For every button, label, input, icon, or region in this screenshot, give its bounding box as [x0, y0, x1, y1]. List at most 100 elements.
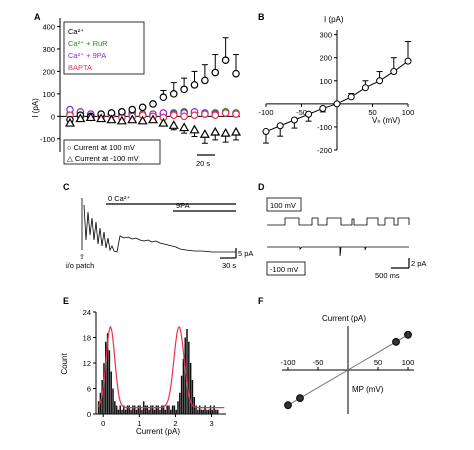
panel-b-point — [305, 110, 313, 118]
panel-c-zero-ca-label: 0 Ca²⁺ — [108, 194, 130, 203]
panel-c-arrow-icon: ⇧ — [79, 253, 85, 261]
panel-f-x-tick-label: 50 — [374, 358, 382, 367]
panel-c-scale-x-label: 30 s — [222, 261, 236, 270]
panel-e-hist-bar — [197, 409, 199, 414]
panel-b-marks — [262, 41, 412, 144]
panel-e-hist-bar — [124, 409, 127, 414]
panel-b-x-tick-label: 50 — [368, 108, 376, 117]
panel-e-hist-bar — [97, 401, 100, 414]
panel-f-point — [284, 401, 292, 410]
panel-e-hist-bar — [126, 405, 129, 414]
panel-e-hist-bar — [115, 405, 118, 414]
panel-a-point-circle — [190, 81, 199, 89]
panel-e-hist-bar — [130, 409, 132, 414]
panel-b-xlabel: Vₕ (mV) — [372, 116, 400, 125]
panel-e-y-tick-label: 12 — [83, 359, 91, 368]
panel-e-hist-bar — [200, 409, 203, 414]
panel-e-hist-bar — [213, 405, 215, 414]
panel-b-y-tick-label: 300 — [319, 31, 332, 40]
panel-e-hist-bar — [170, 409, 172, 414]
panel-e-hist-bar — [105, 341, 107, 414]
panel-e-hist-bar — [128, 405, 131, 414]
panel-e-hist-bar — [137, 405, 140, 414]
panel-e-hist-bar — [155, 405, 158, 414]
panel-e-hist-bar — [106, 333, 109, 414]
panel-b-letter: B — [258, 12, 265, 22]
legend-ca-rur: Ca²⁺ + RuR — [68, 39, 108, 48]
panel-e-ylabel: Count — [60, 353, 69, 375]
panel-e-hist-bar — [179, 392, 181, 414]
panel-a-point-triangle — [85, 112, 96, 122]
panel-a-y-tick-label: 200 — [42, 67, 55, 76]
panel-a-point-triangle — [199, 129, 210, 138]
panel-f-xlabel: MP (mV) — [352, 385, 384, 394]
panel-e-hist-bar — [188, 341, 190, 414]
panel-e-hist-bar — [157, 405, 159, 414]
panel-b-ylabel: I (pA) — [324, 15, 344, 24]
panel-e-hist-bar — [180, 375, 183, 414]
panel-f-point — [404, 330, 412, 339]
panel-e-hist-bar — [132, 405, 134, 414]
panel-e-hist-bar — [103, 363, 105, 414]
panel-a-point-triangle — [220, 127, 231, 137]
panel-f: F Current (pA) MP (mV) -100 -50 50 100 — [258, 296, 414, 414]
panel-a-point-triangle — [179, 122, 190, 132]
panel-a-point-circle — [118, 108, 126, 116]
panel-e-hist-bar — [166, 405, 168, 414]
panel-e-hist-bar — [209, 405, 212, 414]
panel-a-point-circle — [180, 112, 188, 121]
panel-d: D 100 mV -100 mV 2 pA 500 ms — [258, 182, 426, 280]
panel-a-y-tick-label: -100 — [40, 135, 55, 144]
panel-b-point — [319, 104, 327, 112]
panel-a-point-triangle — [168, 120, 179, 129]
panel-e-hist-bar — [110, 371, 112, 414]
panel-e-fit-curve — [97, 325, 225, 409]
panel-b-point — [290, 116, 298, 124]
panel-e-hist-bar — [173, 405, 176, 414]
panel-e-hist-bar — [164, 409, 167, 414]
panel-d-scale-y-label: 2 pA — [411, 259, 426, 268]
panel-e-hist-bar — [177, 401, 179, 414]
panel-a-y-tick-label: 0 — [51, 112, 55, 121]
legend-ca: Ca²⁺ — [68, 27, 84, 36]
panel-e-hist-bar — [121, 409, 123, 414]
panel-b-ticks: -100 -50 50 100 -200 -100 100 200 300 — [258, 31, 414, 155]
panel-e-hist-bar — [153, 409, 156, 414]
panel-b-point — [333, 100, 341, 108]
panel-e-hist-bar — [146, 405, 149, 414]
panel-d-trace-100mv — [267, 217, 410, 226]
panel-a-y-tick-label: 400 — [42, 22, 55, 31]
panel-a-point-triangle — [106, 114, 117, 124]
panel-d-100mv-label: 100 mV — [270, 201, 296, 210]
panel-f-fit-line — [284, 332, 412, 408]
panel-a-legend-box — [63, 21, 145, 75]
panel-a-letter: A — [34, 12, 41, 22]
panel-e-xlabel: Current (pA) — [136, 427, 180, 436]
panel-e-hist-bar — [193, 397, 196, 414]
panel-c-9pa-label: 9PA — [176, 201, 190, 210]
panel-e-y-tick-label: 0 — [87, 410, 91, 419]
panel-d-trace-m100mv — [267, 246, 409, 257]
panel-b-y-tick-label: 100 — [319, 77, 332, 86]
panel-e-hist-bar — [191, 380, 194, 414]
panel-a-marks — [64, 37, 242, 144]
panel-e-letter: E — [63, 296, 69, 306]
panel-d-m100mv-label: -100 mV — [270, 265, 298, 274]
panel-e-hist-bar — [108, 350, 111, 414]
panel-e-hist-bar — [162, 405, 165, 414]
panel-a: A I (pA) -100 0 100 200 300 400 Ca²⁺ Ca²⁺ + R… — [31, 12, 242, 168]
panel-b-y-tick-label: -100 — [317, 123, 332, 132]
panel-e-hist-bar — [168, 405, 170, 414]
panel-f-x-tick-label: -50 — [313, 358, 324, 367]
panel-a-symbol-legend-box — [63, 139, 161, 165]
panel-e-hist-bar — [211, 409, 214, 414]
panel-a-point-triangle — [75, 113, 86, 123]
panel-a-scalebar-label: 20 s — [196, 159, 210, 168]
panel-e-y-tick-label: 6 — [87, 385, 91, 394]
panel-e-hist-bar — [112, 388, 114, 414]
panel-e-hist-bar — [144, 405, 147, 414]
legend-ca-9pa: Ca²⁺ + 9PA — [68, 51, 106, 60]
panel-a-point-circle — [221, 109, 230, 117]
